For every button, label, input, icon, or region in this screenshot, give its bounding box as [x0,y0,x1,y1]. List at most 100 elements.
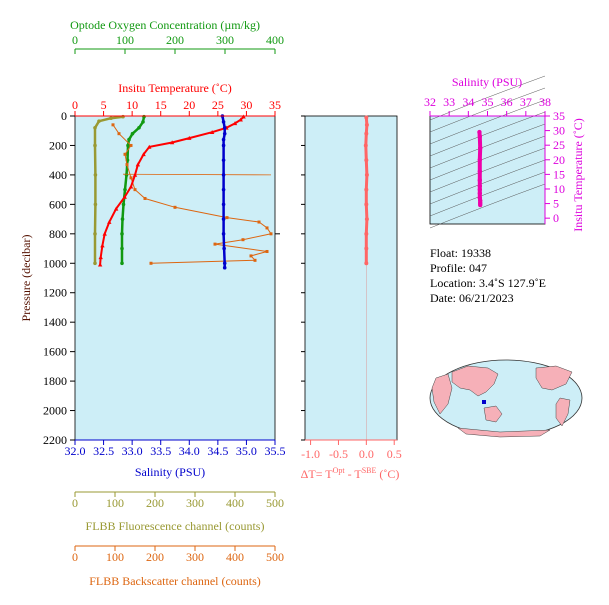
ts-x-tick-label-5: 37 [520,95,532,109]
delta-t-tick-label-2: 0.0 [359,447,374,461]
salinity-tick-label-2: 33.0 [122,444,143,458]
salinity-tick-label-5: 34.5 [207,444,228,458]
temperature-point-10 [132,172,138,177]
main-axes-group: 0 100 200 300 400 0 5 10 15 20 25 30 35 32.0 32.5 33.0 3… [43,33,286,564]
oxygen-point-7 [124,173,129,177]
ts-plot-background [429,115,546,225]
salinity-point-5 [221,143,226,148]
info-float: Float: 19338 [430,246,492,260]
pressure-tick-label-9: 1800 [43,374,67,388]
fluorescence-axis-title: FLBB Fluorescence channel (counts) [86,519,265,533]
pressure-tick-label-4: 800 [49,227,67,241]
backscatter-point-16 [249,254,253,258]
temperature-point-1 [238,117,243,122]
backscatter-tick-label-4: 400 [226,550,244,564]
oxygen-point-4 [127,137,131,142]
oxygen-point-10 [120,217,125,221]
backscatter-point-2 [129,143,133,147]
backscatter-point-8 [173,205,177,209]
pressure-tick-label-8: 1600 [43,345,67,359]
temperature-point-12 [122,194,127,199]
temperature-tick-label-3: 15 [155,98,167,112]
temperature-point-4 [209,130,215,134]
world-map [429,359,583,438]
backscatter-point-3 [123,152,127,156]
ts-y-tick-label-7: 35 [553,109,565,123]
delta-t-plot-background [304,115,398,441]
delta-t-title-main: ΔT= T [301,467,334,481]
ts-isopycnal-9 [429,183,546,229]
pressure-axis-title: Pressure (decibar) [19,235,33,322]
ts-salinity-title: Salinity (PSU) [452,75,522,89]
ts-point-4 [477,169,483,174]
oxygen-point-8 [123,187,127,192]
delta-t-title-mid: - T [345,467,363,481]
temperature-point-15 [102,231,107,236]
salinity-tick-label-0: 32.0 [65,444,86,458]
temperature-axis-title: Insitu Temperature (˚C) [118,81,232,95]
info-location: Location: 3.4˚S 127.9˚E [430,276,546,290]
ts-point-1 [477,134,483,139]
oxygen-point-13 [120,261,124,266]
fluorescence-point-3 [93,125,97,130]
backscatter-point-10 [257,220,261,224]
backscatter-point-18 [149,261,153,265]
salinity-tick-label-1: 32.5 [93,444,114,458]
salinity-point-12 [222,246,226,251]
fluorescence-point-6 [93,202,98,207]
salinity-point-7 [221,173,226,177]
ts-isopycnal-7 [429,159,546,205]
oxygen-point-5 [126,143,130,148]
salinity-tick-label-4: 34.0 [179,444,200,458]
fluorescence-point-1 [109,116,113,121]
ts-y-tick-label-2: 10 [553,182,565,196]
fluorescence-tick-label-5: 500 [266,496,284,510]
ts-point-0 [477,129,482,135]
oxygen-point-12 [120,246,124,251]
info-profile: Profile: 047 [430,261,487,275]
temperature-point-17 [98,255,103,260]
salinity-point-9 [221,202,226,207]
oxygen-point-11 [120,232,124,236]
delta-t-point-6 [364,187,369,192]
salinity-point-14 [222,265,227,270]
ts-y-tick-label-1: 5 [553,197,559,211]
ts-y-tick-label-3: 15 [553,167,565,181]
backscatter-tick-label-3: 300 [186,550,204,564]
map-africa-europe [431,373,453,415]
ts-isopycnal-2 [429,99,546,145]
ts-x-tick-label-0: 32 [424,95,436,109]
salinity-point-2 [222,125,227,130]
oxygen-tick-label-4: 400 [266,33,284,47]
backscatter-point-0 [111,123,115,127]
main-plot-background [74,115,276,441]
temperature-point-9 [135,162,141,167]
fluorescence-tick-label-0: 0 [72,496,78,510]
temperature-point-11 [128,184,134,189]
oxygen-tick-label-0: 0 [72,33,78,47]
pressure-tick-label-5: 1000 [43,256,67,270]
oxygen-point-9 [121,202,126,207]
temperature-tick-label-2: 10 [126,98,138,112]
ts-point-7 [477,187,483,192]
backscatter-point-5 [129,176,133,180]
oxygen-tick-label-3: 300 [216,33,234,47]
fluorescence-tick-label-3: 300 [186,496,204,510]
salinity-point-10 [221,217,226,221]
delta-t-point-11 [364,261,369,266]
pressure-tick-label-7: 1400 [43,315,67,329]
backscatter-point-15 [265,249,269,253]
backscatter-tick-label-1: 100 [106,550,124,564]
ts-y-tick-label-4: 20 [553,153,565,167]
backscatter-tick-label-0: 0 [72,550,78,564]
oxygen-point-1 [141,120,145,124]
salinity-axis-title: Salinity (PSU) [135,465,205,479]
ts-isopycnal-4 [429,123,546,169]
delta-t-title-sup-opt: Opt [333,466,346,475]
salinity-tick-label-7: 35.5 [265,444,286,458]
salinity-tick-label-6: 35.0 [236,444,257,458]
salinity-point-4 [221,137,226,142]
ts-isopycnal-8 [429,171,546,217]
fluorescence-point-5 [93,173,98,177]
